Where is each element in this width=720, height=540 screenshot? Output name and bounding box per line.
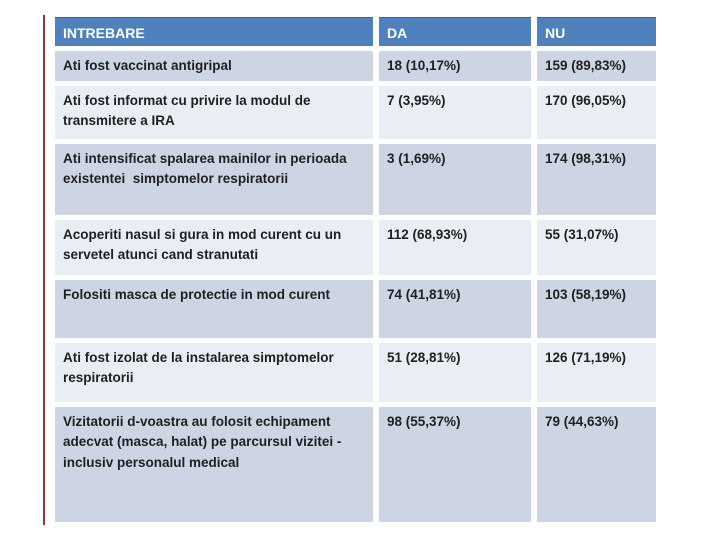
da-value-cell: 112 (68,93%) [379,220,531,275]
da-value-cell: 18 (10,17%) [379,51,531,81]
da-value-cell: 3 (1,69%) [379,144,531,215]
table-row: Ati intensificat spalarea mainilor in pe… [55,144,656,215]
da-value-cell: 98 (55,37%) [379,407,531,522]
table-row: Folositi masca de protectie in mod curen… [55,280,656,338]
da-value-cell: 74 (41,81%) [379,280,531,338]
question-cell: Acoperiti nasul si gura in mod curent cu… [55,220,373,275]
question-cell: Folositi masca de protectie in mod curen… [55,280,373,338]
header-cell-intrebare: INTREBARE [55,17,373,46]
question-cell: Ati fost vaccinat antigripal [55,51,373,81]
table-row: Acoperiti nasul si gura in mod curent cu… [55,220,656,275]
question-cell: Vizitatorii d-voastra au folosit echipam… [55,407,373,522]
table-row: Ati fost izolat de la instalarea simptom… [55,343,656,402]
question-cell: Ati fost izolat de la instalarea simptom… [55,343,373,402]
question-cell: Ati intensificat spalarea mainilor in pe… [55,144,373,215]
nu-value-cell: 79 (44,63%) [537,407,656,522]
da-value-cell: 7 (3,95%) [379,86,531,139]
da-value-cell: 51 (28,81%) [379,343,531,402]
table-row: Ati fost vaccinat antigripal 18 (10,17%)… [55,51,656,81]
survey-results-table: INTREBARE DA NU Ati fost vaccinat antigr… [55,17,656,527]
header-cell-da: DA [379,17,531,46]
table-header-row: INTREBARE DA NU [55,17,656,46]
nu-value-cell: 55 (31,07%) [537,220,656,275]
table-row: Vizitatorii d-voastra au folosit echipam… [55,407,656,522]
header-cell-nu: NU [537,17,656,46]
nu-value-cell: 126 (71,19%) [537,343,656,402]
table-row: Ati fost informat cu privire la modul de… [55,86,656,139]
nu-value-cell: 170 (96,05%) [537,86,656,139]
left-accent-line [43,15,45,525]
nu-value-cell: 174 (98,31%) [537,144,656,215]
question-cell: Ati fost informat cu privire la modul de… [55,86,373,139]
nu-value-cell: 159 (89,83%) [537,51,656,81]
nu-value-cell: 103 (58,19%) [537,280,656,338]
